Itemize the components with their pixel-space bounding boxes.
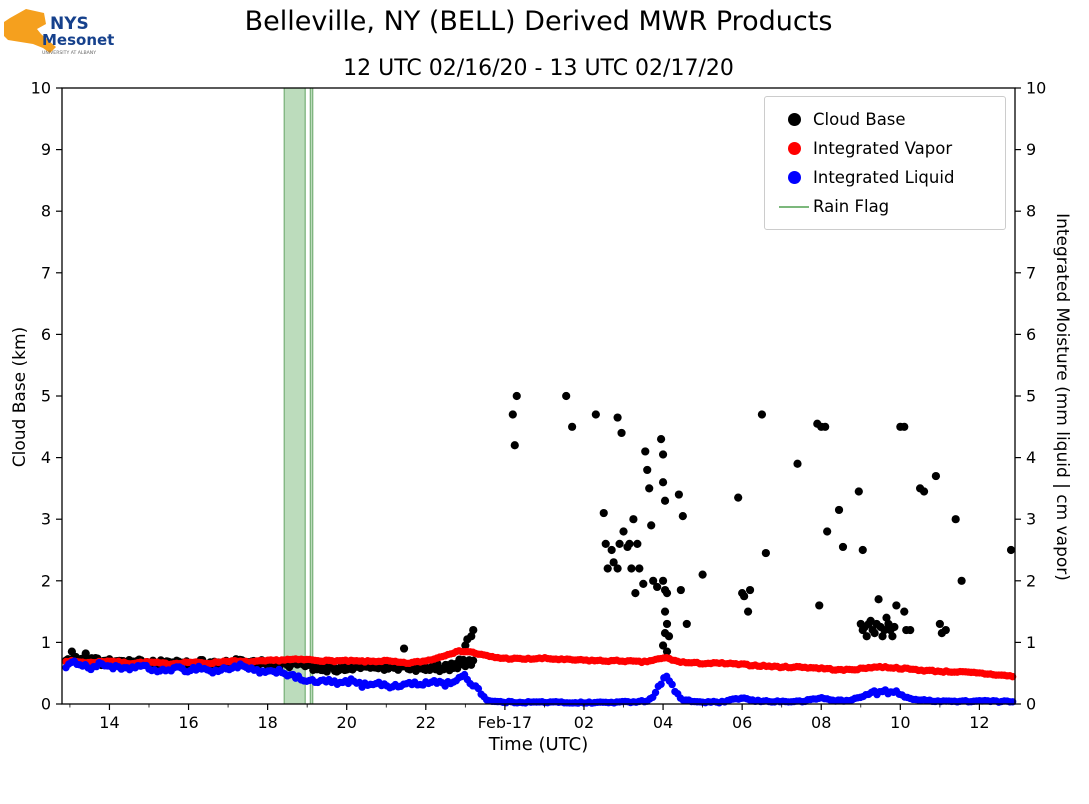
y-axis-label-left: Cloud Base (km) bbox=[10, 326, 30, 468]
x-tick-label: 18 bbox=[257, 713, 277, 732]
integrated-liquid-marker-icon bbox=[787, 171, 801, 184]
y-tick-label-right: 7 bbox=[1026, 263, 1036, 282]
y-tick-label-right: 4 bbox=[1026, 448, 1036, 467]
y-tick-label-right: 2 bbox=[1026, 571, 1036, 590]
y-tick-label-left: 9 bbox=[41, 140, 51, 159]
y-tick-label-left: 0 bbox=[41, 695, 51, 714]
x-tick-label: 06 bbox=[732, 713, 752, 732]
rain-flag-band bbox=[283, 88, 314, 704]
y-tick-label-left: 4 bbox=[41, 448, 51, 467]
legend-item-rain-flag: Rain Flag bbox=[775, 192, 995, 221]
logo-text-mesonet: Mesonet bbox=[42, 31, 114, 49]
y-axis-label-right: Integrated Moisture (mm liquid | cm vapo… bbox=[1052, 213, 1072, 581]
y-tick-label-right: 1 bbox=[1026, 633, 1036, 652]
legend-label: Integrated Liquid bbox=[813, 168, 955, 187]
y-tick-label-right: 3 bbox=[1026, 510, 1036, 529]
cloud-base-marker-icon bbox=[787, 113, 801, 126]
legend-item-integrated-liquid: Integrated Liquid bbox=[775, 163, 995, 192]
legend: Cloud Base Integrated Vapor Integrated L… bbox=[764, 96, 1006, 230]
x-tick-label: 12 bbox=[969, 713, 989, 732]
y-tick-label-left: 8 bbox=[41, 202, 51, 221]
x-tick-label: 22 bbox=[416, 713, 436, 732]
legend-label: Rain Flag bbox=[813, 197, 890, 216]
chart-title: Belleville, NY (BELL) Derived MWR Produc… bbox=[244, 6, 833, 37]
logo-text-nys: NYS bbox=[50, 14, 89, 34]
x-axis-label: Time (UTC) bbox=[488, 734, 589, 755]
y-tick-label-left: 10 bbox=[31, 79, 51, 98]
x-tick-label: 20 bbox=[337, 713, 357, 732]
y-tick-label-left: 6 bbox=[41, 325, 51, 344]
y-tick-label-left: 5 bbox=[41, 387, 51, 406]
legend-item-cloud-base: Cloud Base bbox=[775, 105, 995, 134]
integrated-vapor-marker-icon bbox=[787, 142, 801, 155]
x-tick-label: 16 bbox=[178, 713, 198, 732]
logo-tagline: UNIVERSITY AT ALBANY bbox=[42, 50, 96, 56]
y-tick-label-right: 0 bbox=[1026, 695, 1036, 714]
x-tick-label: 10 bbox=[890, 713, 910, 732]
x-tick-label: 04 bbox=[653, 713, 673, 732]
y-tick-label-right: 8 bbox=[1026, 202, 1036, 221]
y-tick-label-left: 2 bbox=[41, 571, 51, 590]
nys-mesonet-logo: NYS Mesonet UNIVERSITY AT ALBANY bbox=[4, 9, 114, 56]
y-tick-label-right: 10 bbox=[1026, 79, 1046, 98]
rain-flag-marker-icon bbox=[779, 205, 809, 208]
x-tick-label: 08 bbox=[811, 713, 831, 732]
legend-label: Cloud Base bbox=[813, 110, 906, 129]
legend-label: Integrated Vapor bbox=[813, 139, 953, 158]
legend-item-integrated-vapor: Integrated Vapor bbox=[775, 134, 995, 163]
x-tick-label: Feb-17 bbox=[478, 713, 532, 732]
y-tick-label-left: 7 bbox=[41, 263, 51, 282]
x-tick-label: 02 bbox=[574, 713, 594, 732]
chart-subtitle: 12 UTC 02/16/20 - 13 UTC 02/17/20 bbox=[343, 56, 734, 81]
y-axis-ticks: 0 0 1 1 2 2 3 3 4 4 5 5 6 6 7 7 8 8 9 9 10 10 bbox=[31, 79, 1047, 714]
y-tick-label-left: 1 bbox=[41, 633, 51, 652]
y-tick-label-right: 5 bbox=[1026, 387, 1036, 406]
cloud-base-points bbox=[62, 391, 1016, 676]
x-axis-ticks: 14 16 18 20 22 Feb-17 02 04 06 08 10 12 bbox=[99, 704, 990, 732]
y-tick-label-right: 9 bbox=[1026, 140, 1036, 159]
x-tick-label: 14 bbox=[99, 713, 119, 732]
integrated-vapor-points bbox=[62, 647, 1017, 681]
y-tick-label-left: 3 bbox=[41, 510, 51, 529]
y-tick-label-right: 6 bbox=[1026, 325, 1036, 344]
ny-state-shape-icon bbox=[4, 9, 56, 53]
